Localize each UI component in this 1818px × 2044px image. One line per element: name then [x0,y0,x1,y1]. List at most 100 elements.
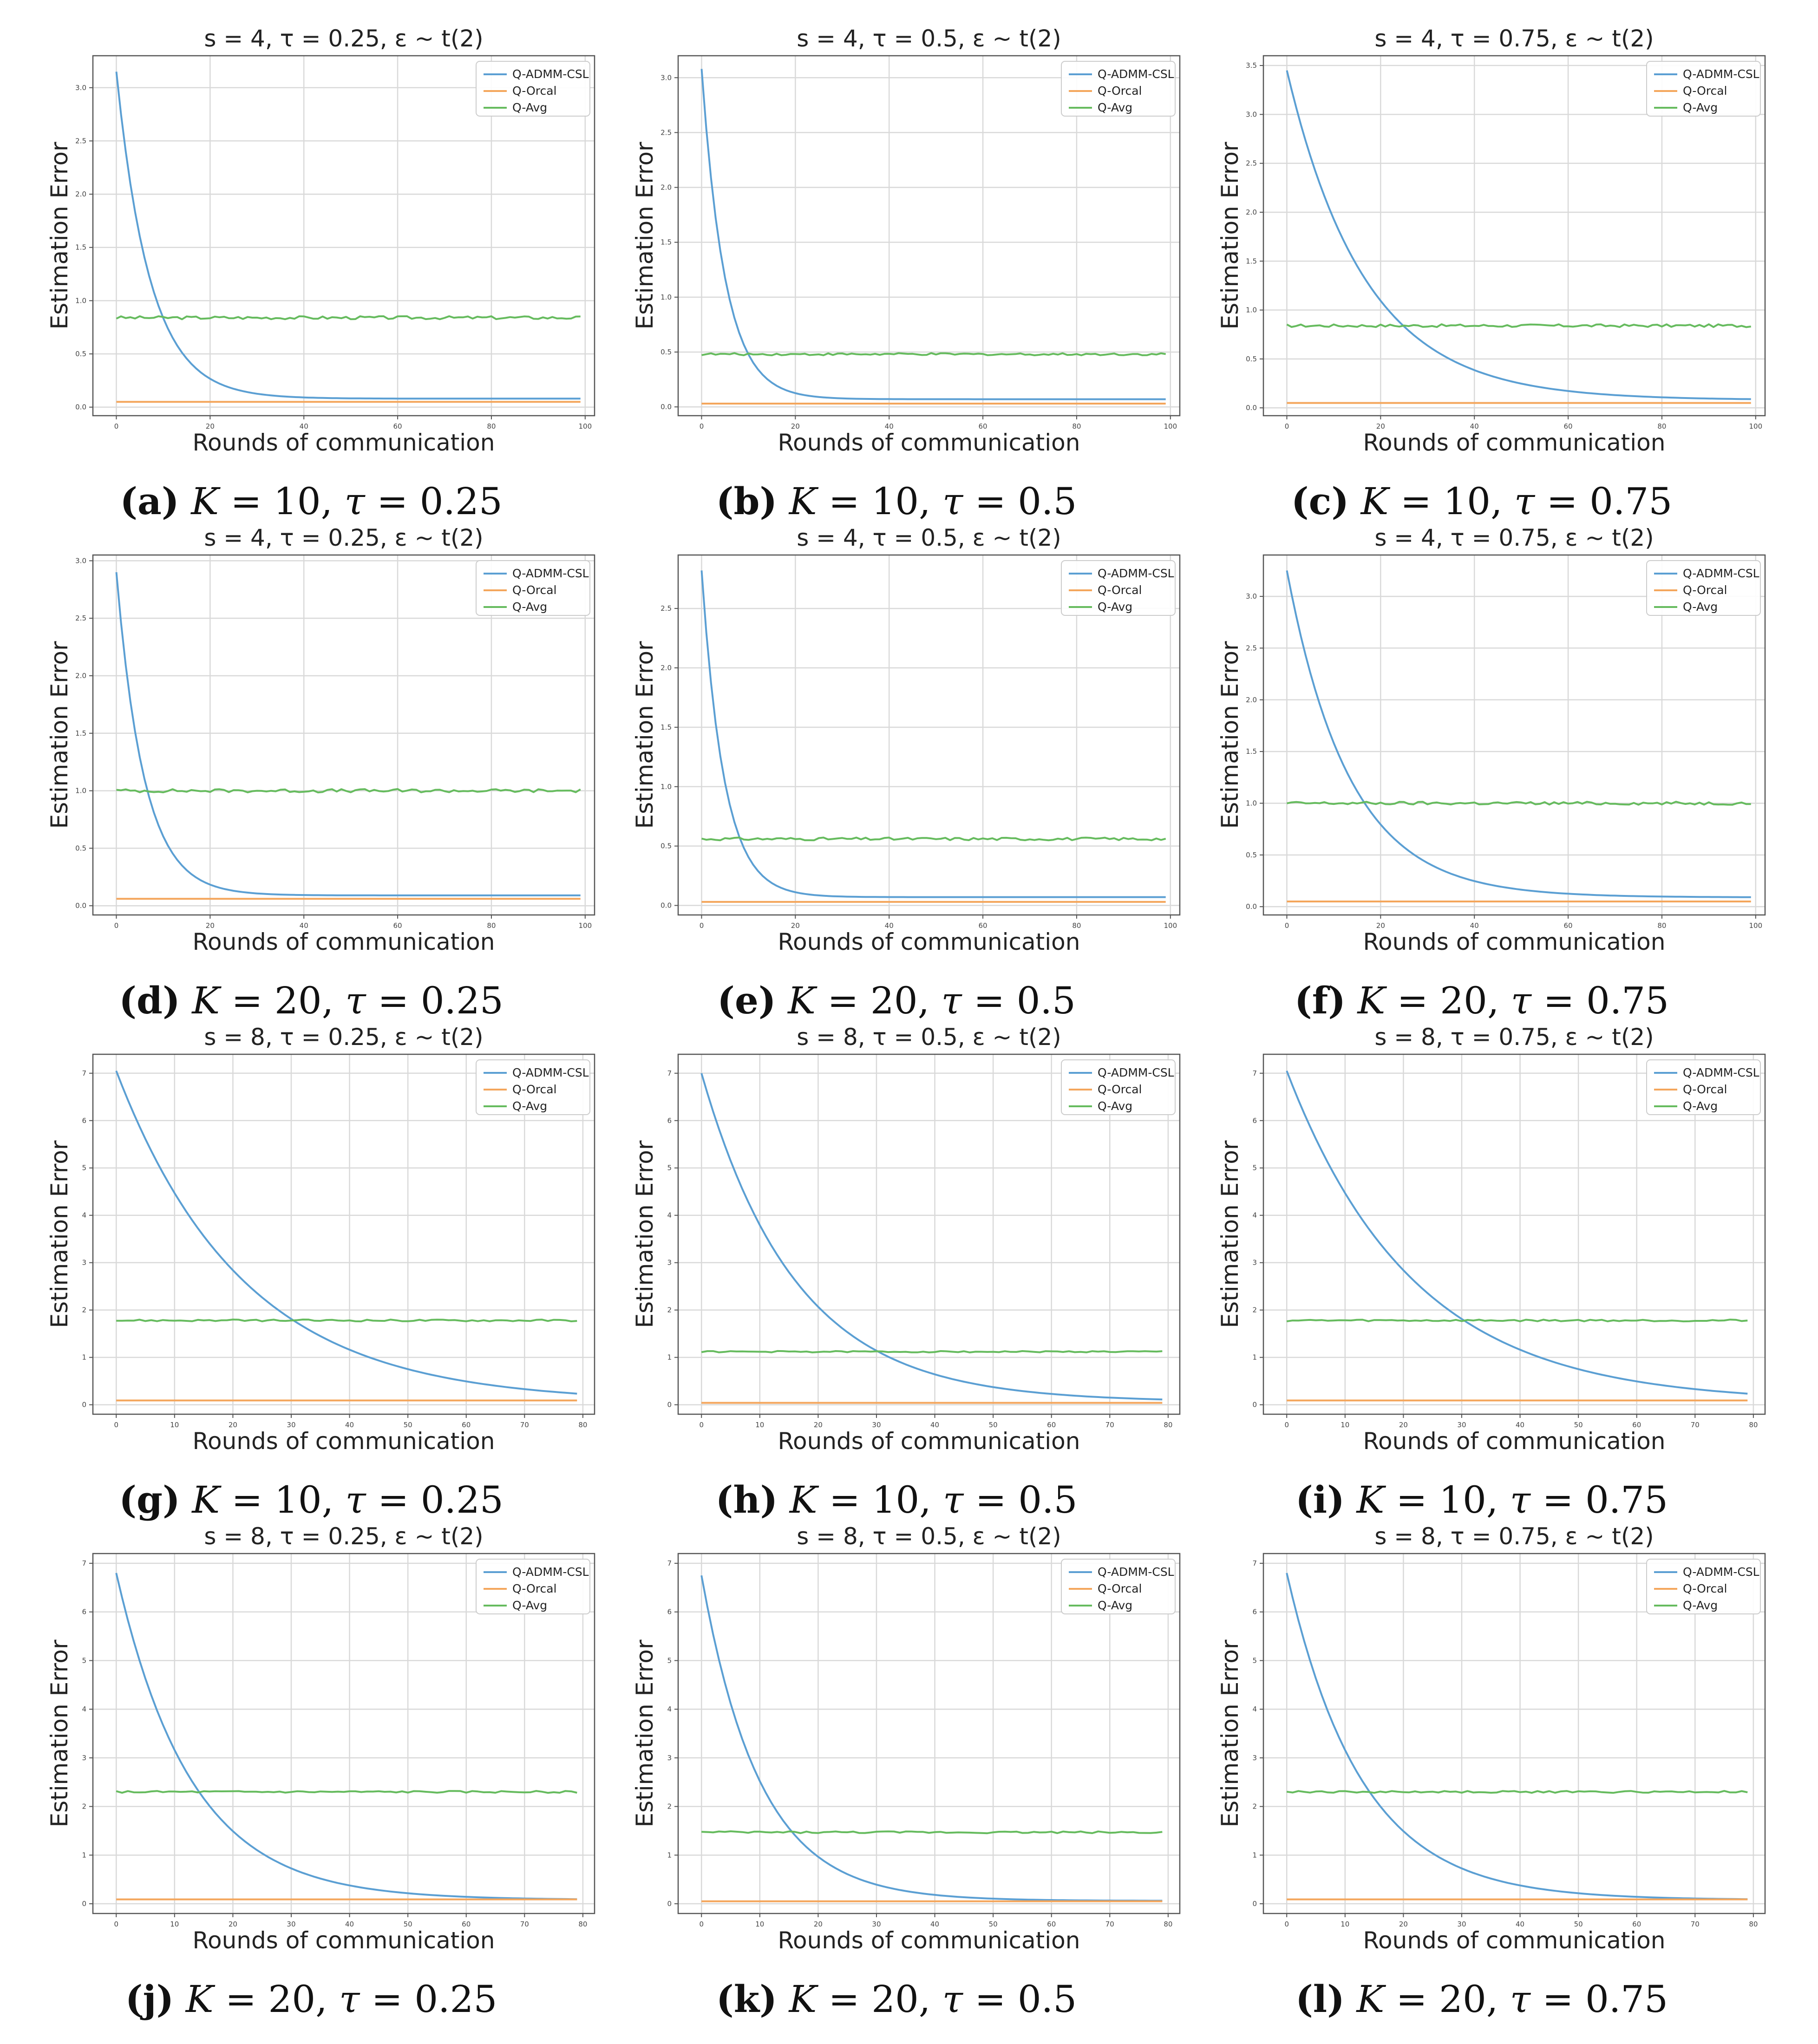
caption-k-value: = 10, [817,480,942,523]
y-tick-label: 4 [1252,1211,1257,1220]
caption-k-value: = 20, [220,979,346,1022]
chart-title: s = 8, τ = 0.25, ε ~ t(2) [204,1523,483,1550]
legend-label: Q-Avg [1683,1599,1718,1612]
y-tick-label: 3.5 [1246,61,1257,70]
series-line-q-avg [701,1830,1163,1835]
y-tick-label: 0.0 [1246,902,1257,911]
caption-k-symbol: K [185,1978,214,2021]
y-tick-label: 7 [667,1069,672,1078]
chart-title: s = 8, τ = 0.25, ε ~ t(2) [204,1024,483,1051]
y-tick-label: 0.5 [75,350,86,358]
x-tick-label: 40 [1470,921,1479,930]
line-chart: s = 8, τ = 0.25, ε ~ t(2)0 10 20 30 40 50 60 70… [46,1024,595,1455]
x-tick-label: 30 [287,1920,295,1928]
caption-tau-symbol: τ [344,480,365,523]
chart-title: s = 8, τ = 0.5, ε ~ t(2) [797,1024,1061,1051]
caption-letter: (g) [119,1478,180,1522]
chart-panel: s = 8, τ = 0.75, ε ~ t(2) 0 10 20 30 40 50 60 70… [1189,1516,1774,2018]
series-line-q-avg [1286,1790,1748,1794]
x-tick-label: 80 [578,1920,587,1928]
x-tick-label: 0 [114,1920,118,1928]
legend-label: Q-Orcal [512,84,557,98]
series-line-q-admm-csl [700,1073,1163,1401]
y-tick-label: 0 [1252,1900,1257,1908]
legend-label: Q-Avg [1683,600,1718,614]
y-tick-label: 2.0 [1246,696,1257,704]
series-line-q-avg [116,315,581,320]
y-tick-label: 1 [1252,1851,1257,1859]
y-tick-label: 1.0 [1246,306,1257,314]
x-tick-label: 20 [229,1920,237,1928]
series-line-q-avg [116,788,581,794]
y-tick-label: 0 [667,1401,672,1409]
y-axis-label: Estimation Error [631,641,658,829]
chart-panel: s = 8, τ = 0.25, ε ~ t(2) 0 10 20 30 40 50 60 70… [19,1017,604,1519]
x-tick-label: 60 [1047,1421,1056,1429]
y-tick-label: 6 [667,1608,672,1616]
y-tick-label: 5 [1252,1164,1257,1172]
plot-frame [1262,1553,1766,1914]
y-axis-label: Estimation Error [1216,142,1243,329]
legend-label: Q-ADMM-CSL [1098,67,1174,81]
y-tick-label: 1 [667,1851,672,1859]
x-axis-label: Rounds of communication [1363,928,1666,955]
y-tick-label: 3.0 [1246,592,1257,601]
x-tick-label: 60 [1047,1920,1056,1928]
x-tick-label: 50 [404,1421,412,1429]
y-tick-label: 4 [667,1705,672,1713]
caption-tau-symbol: τ [942,480,963,523]
legend-label: Q-ADMM-CSL [1683,1066,1759,1079]
subfigure-caption: (i) K = 10, τ = 0.75 [1189,1481,1774,1519]
y-axis-label: Estimation Error [631,1639,658,1827]
series-line-q-admm-csl [115,1070,577,1395]
caption-letter: (a) [120,479,179,523]
x-tick-label: 70 [520,1421,529,1429]
series-line-q-avg [116,1790,577,1794]
y-tick-label: 3.0 [1246,110,1257,118]
caption-k-value: = 10, [218,480,345,523]
y-tick-label: 1.5 [1246,747,1257,756]
y-tick-label: 0.0 [75,901,86,910]
line-chart: s = 4, τ = 0.75, ε ~ t(2) 0 20 40 60 80 100 0.0… [1216,524,1766,955]
caption-k-symbol: K [1360,480,1389,523]
x-tick-label: 10 [755,1920,764,1928]
legend-label: Q-ADMM-CSL [512,1565,589,1579]
x-tick-label: 100 [1749,422,1762,431]
legend-label: Q-Avg [512,1599,547,1612]
chart-title: s = 4, τ = 0.75, ε ~ t(2) [1374,524,1654,551]
x-axis-label: Rounds of communication [193,928,495,955]
subfigure-caption: (e) K = 20, τ = 0.5 [604,982,1189,1019]
caption-k-symbol: K [1357,979,1386,1022]
x-tick-label: 20 [1399,1421,1408,1429]
x-tick-label: 50 [404,1920,412,1928]
caption-tau-value: = 0.5 [961,979,1076,1022]
legend-label: Q-ADMM-CSL [512,567,589,580]
series-line-q-admm-csl [1286,1573,1748,1900]
line-chart: s = 8, τ = 0.5, ε ~ t(2)0 10 20 30 40 50 60 70 8… [631,1024,1181,1455]
series-line-q-admm-csl [115,72,581,400]
x-axis-label: Rounds of communication [1363,1927,1666,1954]
legend-label: Q-Orcal [1098,1083,1142,1096]
x-tick-label: 60 [1564,921,1573,930]
y-tick-label: 2.5 [1246,644,1257,652]
x-tick-label: 20 [814,1421,823,1429]
x-tick-label: 80 [1164,1421,1172,1429]
y-tick-label: 3.0 [75,556,86,565]
y-tick-label: 2.5 [660,604,672,613]
x-tick-label: 40 [930,1920,939,1928]
x-tick-label: 20 [1376,422,1385,431]
y-axis-label: Estimation Error [1216,1140,1243,1328]
caption-letter: (i) [1295,1478,1345,1522]
chart-title: s = 4, τ = 0.25, ε ~ t(2) [204,524,483,551]
line-chart: s = 4, τ = 0.25, ε ~ t(2) 0 20 40 60 80 100 0.0… [46,25,595,456]
series-line-q-avg [701,352,1166,356]
caption-tau-value: = 0.75 [1530,1978,1668,2021]
y-tick-label: 0.0 [660,901,672,910]
x-tick-label: 30 [1457,1421,1466,1429]
y-tick-label: 2.0 [75,190,86,198]
x-tick-label: 40 [1516,1421,1524,1429]
chart-panel: s = 4, τ = 0.75, ε ~ t(2) 0 20 40 60 80 100 0.0… [1189,19,1774,520]
y-tick-label: 2.5 [75,614,86,622]
series-line-q-avg [1286,1319,1748,1323]
y-tick-label: 7 [1252,1069,1257,1078]
